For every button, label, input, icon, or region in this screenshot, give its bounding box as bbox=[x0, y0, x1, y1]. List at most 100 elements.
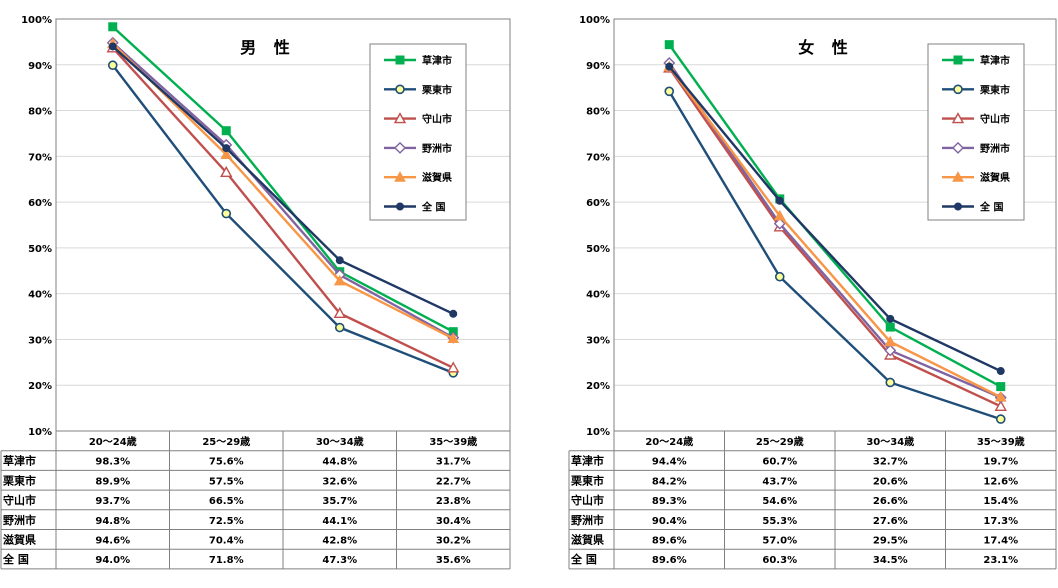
table-cell: 89.3% bbox=[652, 496, 687, 507]
legend-entry: 野洲市 bbox=[384, 142, 452, 155]
series-line bbox=[111, 45, 454, 315]
table-cell: 94.6% bbox=[95, 536, 130, 547]
series-line bbox=[668, 65, 1002, 399]
table-cell: 23.1% bbox=[983, 555, 1018, 566]
legend-marker bbox=[954, 202, 962, 211]
y-tick-label: 50% bbox=[28, 244, 52, 255]
table-cell: 27.6% bbox=[873, 516, 908, 527]
data-point bbox=[108, 42, 117, 51]
chart-title: 男 性 bbox=[240, 38, 296, 57]
legend-label: 栗東市 bbox=[422, 83, 452, 96]
legend-label: 守山市 bbox=[980, 113, 1010, 126]
legend-entry: 守山市 bbox=[384, 112, 452, 126]
legend-marker bbox=[396, 202, 404, 211]
legend-label: 草津市 bbox=[980, 54, 1010, 67]
table-cell: 75.6% bbox=[209, 457, 244, 468]
table-cell: 93.7% bbox=[95, 496, 130, 507]
y-tick-label: 20% bbox=[586, 381, 610, 392]
series-line bbox=[668, 67, 1002, 408]
table-cell: 17.3% bbox=[983, 516, 1018, 527]
legend-marker bbox=[394, 141, 406, 154]
y-tick-label: 30% bbox=[586, 335, 610, 346]
table-row-label: 滋賀県 bbox=[571, 533, 604, 547]
y-tick-label: 70% bbox=[28, 152, 52, 163]
y-tick-label: 20% bbox=[28, 381, 52, 392]
table-cell: 19.7% bbox=[983, 457, 1018, 468]
series-line bbox=[111, 64, 454, 374]
table-cell: 20.6% bbox=[873, 476, 908, 487]
table-cell: 30.4% bbox=[436, 516, 471, 527]
table-row-label: 滋賀県 bbox=[3, 533, 36, 547]
x-tick-label: 30～34歳 bbox=[316, 435, 364, 448]
y-tick-label: 90% bbox=[28, 61, 52, 72]
table-cell: 98.3% bbox=[95, 457, 130, 468]
data-point bbox=[995, 414, 1006, 424]
table-cell: 34.5% bbox=[873, 555, 908, 566]
legend-label: 野洲市 bbox=[422, 142, 452, 155]
table-row-label: 守山市 bbox=[3, 493, 36, 507]
legend-label: 野洲市 bbox=[980, 142, 1010, 155]
legend-marker bbox=[395, 55, 405, 65]
series-line bbox=[668, 65, 1002, 373]
table-cell: 12.6% bbox=[983, 476, 1018, 487]
y-tick-label: 70% bbox=[586, 152, 610, 163]
legend-entry: 全 国 bbox=[942, 201, 1003, 214]
table-cell: 32.6% bbox=[322, 476, 357, 487]
table-cell: 70.4% bbox=[209, 536, 244, 547]
series-line bbox=[111, 41, 454, 339]
table-cell: 57.5% bbox=[209, 476, 244, 487]
data-point bbox=[220, 165, 233, 178]
table-cell: 29.5% bbox=[873, 536, 908, 547]
chart-title: 女 性 bbox=[798, 38, 854, 57]
legend-marker bbox=[951, 112, 965, 124]
legend-entry: 野洲市 bbox=[942, 142, 1010, 155]
x-tick-label: 20～24歳 bbox=[89, 435, 137, 448]
series-line bbox=[668, 62, 1002, 399]
legend-label: 草津市 bbox=[422, 54, 452, 67]
table-cell: 94.4% bbox=[652, 457, 687, 468]
data-point bbox=[220, 148, 233, 160]
legend-entry: 守山市 bbox=[942, 112, 1010, 126]
data-point bbox=[996, 367, 1005, 376]
legend-entry: 滋賀県 bbox=[942, 171, 1010, 184]
data-point bbox=[221, 126, 231, 136]
y-tick-label: 40% bbox=[586, 290, 610, 301]
table-row-label: 栗東市 bbox=[3, 473, 36, 487]
data-point bbox=[884, 344, 897, 357]
series-1 bbox=[664, 86, 1006, 424]
series-5 bbox=[108, 42, 458, 318]
data-point bbox=[447, 332, 460, 344]
table-cell: 47.3% bbox=[322, 555, 357, 566]
data-point bbox=[885, 322, 895, 332]
table-row-label: 栗東市 bbox=[571, 473, 604, 487]
data-point bbox=[773, 217, 786, 230]
table-cell: 32.7% bbox=[873, 457, 908, 468]
table-cell: 66.5% bbox=[209, 496, 244, 507]
table-cell: 44.8% bbox=[322, 457, 357, 468]
table-cell: 35.7% bbox=[322, 496, 357, 507]
series-line bbox=[668, 43, 1002, 388]
legend-entry: 栗東市 bbox=[384, 83, 452, 96]
data-point bbox=[221, 208, 232, 219]
table-row-label: 草津市 bbox=[571, 454, 604, 468]
table-row-label: 守山市 bbox=[571, 493, 604, 507]
legend-entry: 草津市 bbox=[384, 54, 452, 67]
legend-box bbox=[927, 43, 1025, 221]
chart-panel-male: 10%20%30%40%50%60%70%80%90%100%男 性草津市栗東市… bbox=[0, 15, 511, 570]
data-point bbox=[774, 271, 785, 282]
table-cell: 35.6% bbox=[436, 555, 471, 566]
table-cell: 30.2% bbox=[436, 536, 471, 547]
y-tick-label: 100% bbox=[21, 15, 52, 26]
data-point bbox=[222, 144, 231, 153]
table-cell: 89.6% bbox=[652, 555, 687, 566]
legend-label: 守山市 bbox=[422, 113, 452, 126]
table-cell: 94.8% bbox=[95, 516, 130, 527]
legend-marker bbox=[394, 171, 406, 182]
legend-label: 滋賀県 bbox=[980, 171, 1010, 184]
table-cell: 90.4% bbox=[652, 516, 687, 527]
data-point bbox=[664, 86, 675, 97]
legend-marker bbox=[952, 141, 964, 154]
